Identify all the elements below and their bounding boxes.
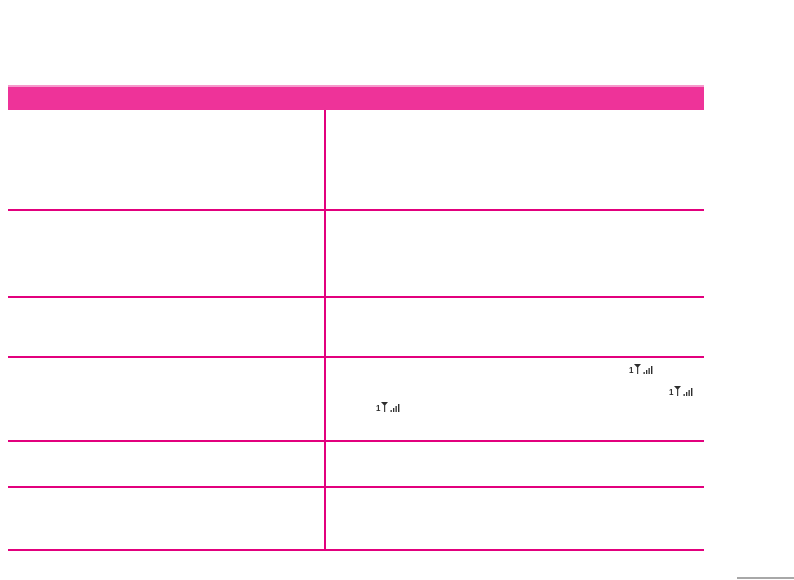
table-bottom-border (8, 549, 704, 551)
antenna-and-bars-icon (634, 364, 653, 374)
signal-digit: 1 (629, 366, 634, 375)
antenna-and-bars-icon (381, 402, 400, 412)
table-row-divider (8, 296, 704, 298)
table-row-divider (8, 209, 704, 211)
signal-strength-icon: 1 (669, 385, 694, 397)
signal-digit: 1 (669, 388, 674, 397)
table-header-bar (8, 85, 704, 110)
table-row-divider (8, 486, 704, 488)
table-row-divider (8, 440, 704, 442)
table-column-divider (324, 110, 326, 551)
adjacent-page-edge-line (737, 577, 794, 579)
table-row-divider (8, 356, 704, 358)
signal-strength-icon: 1 (376, 401, 401, 413)
signal-digit: 1 (376, 404, 381, 413)
signal-strength-icon: 1 (629, 363, 654, 375)
antenna-and-bars-icon (674, 386, 693, 396)
